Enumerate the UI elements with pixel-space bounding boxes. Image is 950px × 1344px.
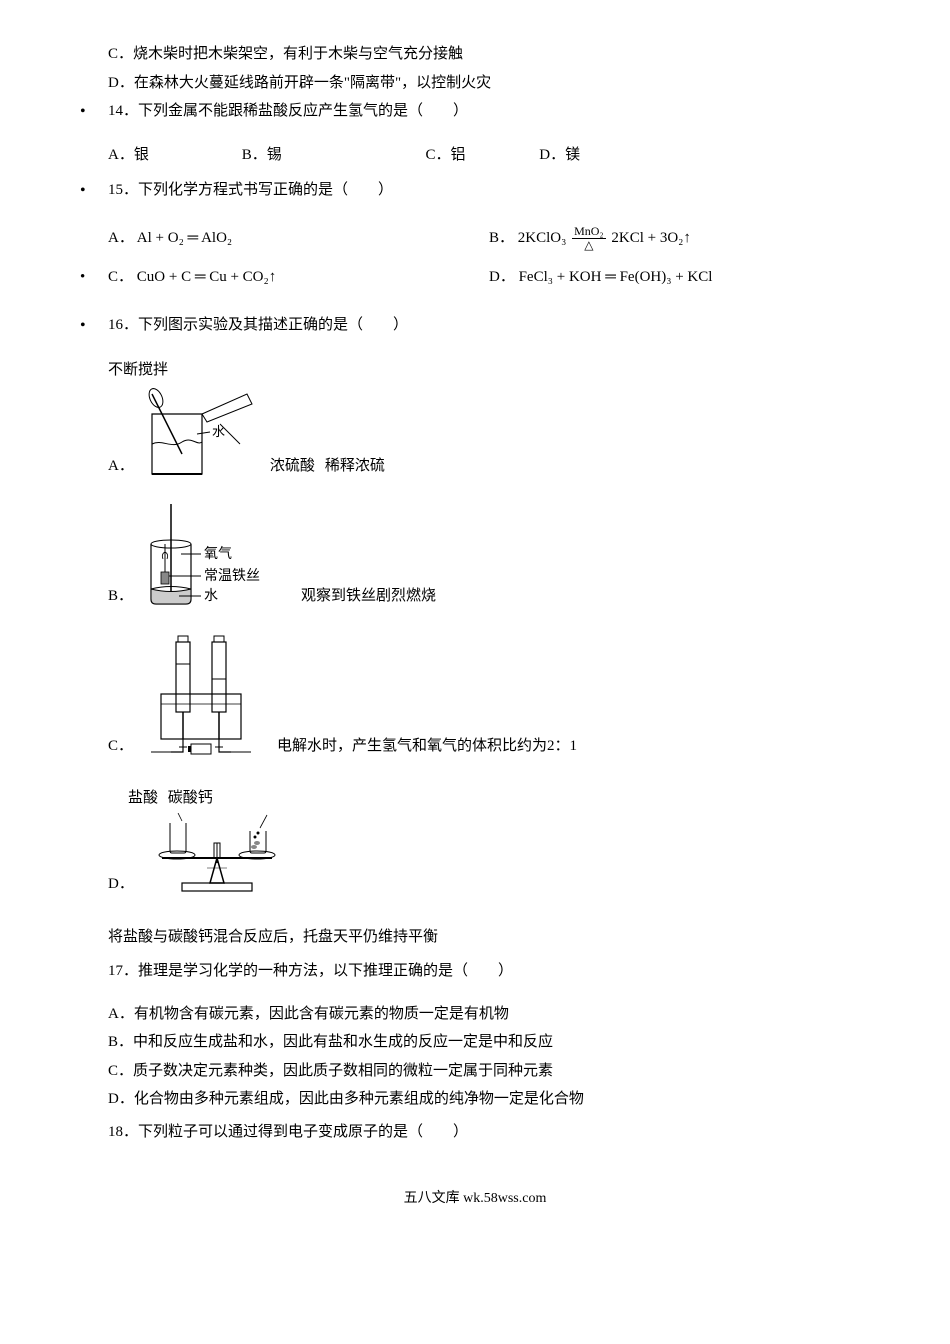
q16-option-b-label: B． xyxy=(108,582,133,615)
q15-b-frac-top: MnO₂ xyxy=(572,225,606,239)
q16-stem: 16．下列图示实验及其描述正确的是（ ） xyxy=(108,311,870,340)
q15-b-eq1: 2KClO₃ xyxy=(518,230,567,246)
q16-figure-a-block: 不断搅拌 A． 水 浓硫酸 稀释浓硫 xyxy=(108,356,870,485)
q17-stem: 17．推理是学习化学的一种方法，以下推理正确的是（ ） xyxy=(108,957,870,986)
oxygen-label: 氧气 xyxy=(204,546,232,562)
q16-figd-label2: 碳酸钙 xyxy=(168,790,213,806)
bullet-icon: • xyxy=(80,176,108,206)
q15-eq-row1: A． Al + O₂ ═ AlO₂ B． 2KClO₃ MnO₂ △ 2KCl … xyxy=(108,224,870,253)
q17-option-d: D．化合物由多种元素组成，因此由多种元素组成的纯净物一定是化合物 xyxy=(108,1085,870,1114)
q14-option-b: B．锡 xyxy=(242,141,422,170)
q15-b-eq2: 2KCl + 3O₂↑ xyxy=(611,230,691,246)
q16-figa-arrow-label: 浓硫酸 xyxy=(270,452,315,485)
q15-option-b: B． 2KClO₃ MnO₂ △ 2KCl + 3O₂↑ xyxy=(489,224,870,253)
q15-eq-row2: • C． CuO + C ═ Cu + CO₂↑ D． FeCl₃ + KOH … xyxy=(108,263,870,292)
q17-option-a: A．有机物含有碳元素，因此含有碳元素的物质一定是有机物 xyxy=(108,1000,870,1029)
q16-figb-caption: 观察到铁丝剧烈燃烧 xyxy=(301,582,436,615)
q14-row: • 14．下列金属不能跟稀盐酸反应产生氢气的是（ ） xyxy=(80,97,870,127)
q17-option-c: C．质子数决定元素种类，因此质子数相同的微粒一定属于同种元素 xyxy=(108,1057,870,1086)
q15-option-d: D． FeCl₃ + KOH ═ Fe(OH)₃ + KCl xyxy=(489,263,870,292)
q15-c-eq: CuO + C ═ Cu + CO₂↑ xyxy=(137,269,276,285)
q16-option-a-label: A． xyxy=(108,452,134,485)
electrolysis-icon xyxy=(141,634,271,764)
q18-stem: 18．下列粒子可以通过得到电子变成原子的是（ ） xyxy=(108,1118,870,1147)
q14-option-d: D．镁 xyxy=(539,141,580,170)
q16-figure-c-block: C． 电解水时，产生氢气和氧气的体积比约为2：1 xyxy=(108,634,870,764)
beaker-stir-icon: 水 xyxy=(142,384,272,484)
bullet-icon: • xyxy=(80,311,108,341)
q15-equations: A． Al + O₂ ═ AlO₂ B． 2KClO₃ MnO₂ △ 2KCl … xyxy=(108,224,870,291)
q15-b-prefix: B． xyxy=(489,230,514,246)
q15-c-prefix: C． xyxy=(108,269,133,285)
water-label-b: 水 xyxy=(204,588,218,604)
bullet-icon: • xyxy=(80,97,108,127)
iron-wire-oxygen-icon: 氧气 常温铁丝 水 xyxy=(141,504,291,614)
q13-option-c-text: C．烧木柴时把木柴架空，有利于木柴与空气充分接触 xyxy=(108,46,463,62)
q15-option-a: A． Al + O₂ ═ AlO₂ xyxy=(108,224,489,253)
bullet-icon: • xyxy=(80,263,108,292)
q14-stem: 14．下列金属不能跟稀盐酸反应产生氢气的是（ ） xyxy=(108,97,870,126)
q15-stem: 15．下列化学方程式书写正确的是（ ） xyxy=(108,176,870,205)
q16-figd-label1: 盐酸 xyxy=(128,790,158,806)
q15-a-prefix: A． xyxy=(108,230,134,246)
q15-option-c: C． CuO + C ═ Cu + CO₂↑ xyxy=(108,263,489,292)
water-label: 水 xyxy=(212,424,225,439)
q15-b-fraction: MnO₂ △ xyxy=(572,225,606,252)
q13-option-d-text: D．在森林大火蔓延线路前开辟一条"隔离带"，以控制火灾 xyxy=(108,75,491,91)
q14-option-a: A．银 xyxy=(108,141,238,170)
q15-d-eq: FeCl₃ + KOH ═ Fe(OH)₃ + KCl xyxy=(519,269,713,285)
q16-row: • 16．下列图示实验及其描述正确的是（ ） xyxy=(80,311,870,341)
iron-wire-label: 常温铁丝 xyxy=(204,568,260,584)
q15-row: • 15．下列化学方程式书写正确的是（ ） xyxy=(80,176,870,206)
q16-figa-caption: 稀释浓硫 xyxy=(325,452,385,485)
balance-scale-icon xyxy=(142,813,292,903)
q15-d-prefix: D． xyxy=(489,269,515,285)
q16-option-c-label: C． xyxy=(108,732,133,765)
q13-option-d: D．在森林大火蔓延线路前开辟一条"隔离带"，以控制火灾 xyxy=(108,69,870,98)
q15-a-eq: Al + O₂ ═ AlO₂ xyxy=(137,230,232,246)
q16-figc-caption: 电解水时，产生氢气和氧气的体积比约为2：1 xyxy=(277,732,577,765)
q15-b-frac-bot: △ xyxy=(572,239,606,252)
q16-figd-caption: 将盐酸与碳酸钙混合反应后，托盘天平仍维持平衡 xyxy=(108,923,870,952)
q16-figa-top-label: 不断搅拌 xyxy=(108,356,870,385)
q16-figd-labels: 盐酸 碳酸钙 xyxy=(128,784,870,813)
q16-figure-d-block: 盐酸 碳酸钙 D． xyxy=(108,784,870,903)
q13-option-c: C．烧木柴时把木柴架空，有利于木柴与空气充分接触 xyxy=(108,40,870,69)
q17-option-b: B．中和反应生成盐和水，因此有盐和水生成的反应一定是中和反应 xyxy=(108,1028,870,1057)
page-footer: 五八文库 wk.58wss.com xyxy=(80,1186,870,1213)
q16-figure-b-block: B． 氧气 常温铁丝 水 观察到铁丝剧烈燃烧 xyxy=(108,504,870,614)
q16-option-d-label: D． xyxy=(108,870,134,903)
q14-options: A．银 B．锡 C．铝 D．镁 xyxy=(108,141,870,170)
q14-option-c: C．铝 xyxy=(426,141,536,170)
